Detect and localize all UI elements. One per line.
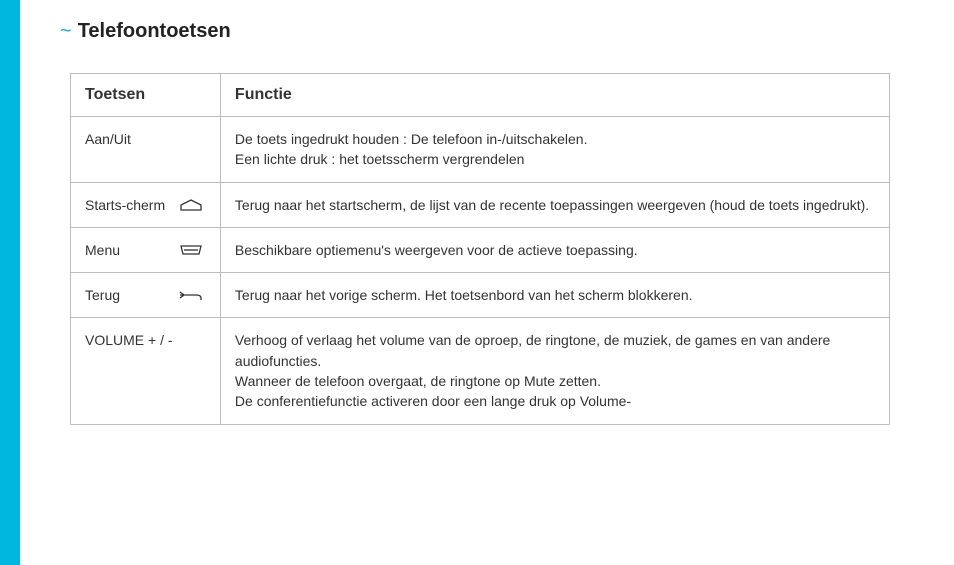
fn-cell: Verhoog of verlaag het volume van de opr… <box>220 318 889 424</box>
key-label: Menu <box>85 240 168 260</box>
col-header-fn: Functie <box>220 74 889 117</box>
fn-cell: Terug naar het vorige scherm. Het toetse… <box>220 273 889 318</box>
heading-row: ~ Telefoontoetsen <box>60 20 924 43</box>
fn-cell: Terug naar het startscherm, de lijst van… <box>220 182 889 227</box>
fn-cell: De toets ingedrukt houden : De telefoon … <box>220 117 889 183</box>
menu-lines-icon <box>176 240 206 258</box>
home-outline-icon <box>176 195 206 213</box>
table-body: Aan/Uit De toets ingedrukt houden : De t… <box>71 117 890 425</box>
table-row: Starts-cherm Terug naar het startscherm,… <box>71 182 890 227</box>
key-label: Terug <box>85 285 168 305</box>
key-label: VOLUME + / - <box>85 330 206 350</box>
fn-cell: Beschikbare optiemenu's weergeven voor d… <box>220 227 889 272</box>
key-cell: Aan/Uit <box>71 117 221 183</box>
accent-sidebar <box>0 0 20 565</box>
table-row: Menu Beschikbare optiemenu's weergeven v… <box>71 227 890 272</box>
page: ~ Telefoontoetsen Toetsen Functie Aan/Ui… <box>0 0 954 565</box>
key-cell: Menu <box>71 227 221 272</box>
heading-prefix: ~ <box>60 20 72 43</box>
key-cell: Terug <box>71 273 221 318</box>
key-cell: VOLUME + / - <box>71 318 221 424</box>
key-label: Starts-cherm <box>85 195 168 215</box>
table-header-row: Toetsen Functie <box>71 74 890 117</box>
table-row: VOLUME + / - Verhoog of verlaag het volu… <box>71 318 890 424</box>
content-area: ~ Telefoontoetsen Toetsen Functie Aan/Ui… <box>20 0 954 565</box>
key-cell: Starts-cherm <box>71 182 221 227</box>
col-header-key: Toetsen <box>71 74 221 117</box>
page-title: Telefoontoetsen <box>78 20 231 43</box>
table-row: Aan/Uit De toets ingedrukt houden : De t… <box>71 117 890 183</box>
table-row: Terug Terug naar het vorige scherm. Het … <box>71 273 890 318</box>
key-label: Aan/Uit <box>85 129 206 149</box>
keys-table: Toetsen Functie Aan/Uit De toets ingedru… <box>70 73 890 425</box>
back-arrow-icon <box>176 285 206 303</box>
